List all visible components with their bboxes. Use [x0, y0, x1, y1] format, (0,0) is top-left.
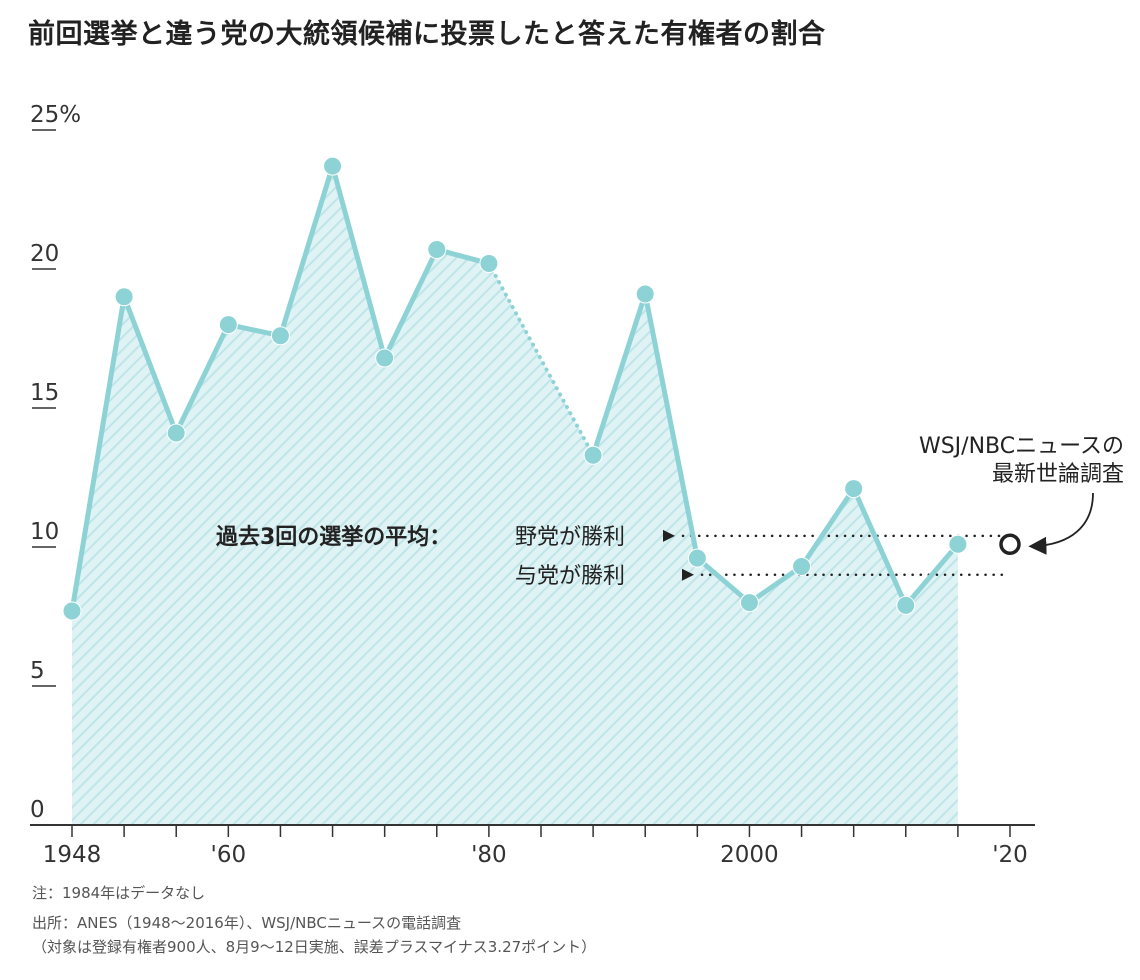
survey-label-line2: 最新世論調査 — [992, 462, 1124, 487]
opposition-arrow — [663, 529, 675, 542]
series-line-segment — [903, 541, 961, 608]
x-tick-label: 2000 — [720, 842, 779, 868]
x-tick-label: '80 — [471, 842, 507, 868]
point-layer — [62, 156, 968, 621]
series-line-segment — [694, 555, 752, 606]
series-line-segment — [382, 247, 440, 361]
x-tick-label: '60 — [211, 842, 247, 868]
data-point — [270, 326, 290, 346]
data-point — [114, 287, 134, 307]
series-line-segment — [330, 163, 388, 361]
axis-layer: 0 5 10 15 20 25% 1948 '60 '80 2000 '20 — [30, 102, 1035, 868]
note-source: 出所：ANES（1948～2016年）、WSJ/NBCニュースの電話調査 — [32, 914, 462, 932]
area-layer — [72, 166, 958, 825]
y-tick-label: 20 — [30, 241, 59, 267]
note-missing-data: 注：1984年はデータなし — [32, 884, 206, 902]
data-point — [218, 315, 238, 335]
y-tick-label: 5 — [30, 658, 45, 684]
series-line-segment — [173, 322, 231, 436]
data-point — [687, 548, 707, 568]
opposition-win-label: 野党が勝利 — [515, 525, 625, 550]
data-point — [479, 253, 499, 273]
series-line-segment — [69, 294, 127, 614]
x-tick-label: 1948 — [43, 842, 102, 868]
series-line-segment — [642, 291, 700, 561]
data-point — [792, 556, 812, 576]
x-tick-label: '20 — [992, 842, 1028, 868]
area-fill — [72, 166, 958, 825]
data-point — [375, 348, 395, 368]
y-tick-label: 10 — [30, 519, 59, 545]
y-tick-label: 0 — [30, 797, 45, 823]
data-point — [896, 595, 916, 615]
data-point — [62, 601, 82, 621]
average-label: 過去3回の選挙の平均： — [216, 524, 451, 550]
y-tick-label: 15 — [30, 380, 59, 406]
survey-point — [999, 533, 1021, 555]
chart-title: 前回選挙と違う党の大統領候補に投票したと答えた有権者の割合 — [28, 19, 826, 50]
series-line-segment-dotted — [486, 261, 596, 458]
series-line-segment — [590, 291, 648, 458]
series-line-segment — [121, 294, 179, 436]
data-point — [948, 534, 968, 554]
series-line-segment — [277, 163, 336, 339]
note-survey-detail: （対象は登録有権者900人、8月9～12日実施、誤差プラスマイナス3.27ポイン… — [32, 938, 597, 956]
data-point — [427, 240, 447, 260]
series-line-segment — [799, 486, 857, 569]
survey-pointer-arrow — [1028, 492, 1094, 555]
data-point — [635, 284, 655, 304]
y-tick-label: 25% — [30, 102, 81, 128]
ruling-win-label: 与党が勝利 — [515, 564, 625, 589]
data-point — [844, 479, 864, 499]
data-point — [739, 593, 759, 613]
data-point — [166, 423, 186, 443]
series-line-segment — [851, 486, 909, 608]
survey-label-line1: WSJ/NBCニュースの — [919, 434, 1124, 459]
data-point — [323, 156, 343, 176]
series-line-segment — [746, 563, 805, 606]
ruling-arrow — [682, 568, 694, 581]
data-point — [583, 445, 603, 465]
